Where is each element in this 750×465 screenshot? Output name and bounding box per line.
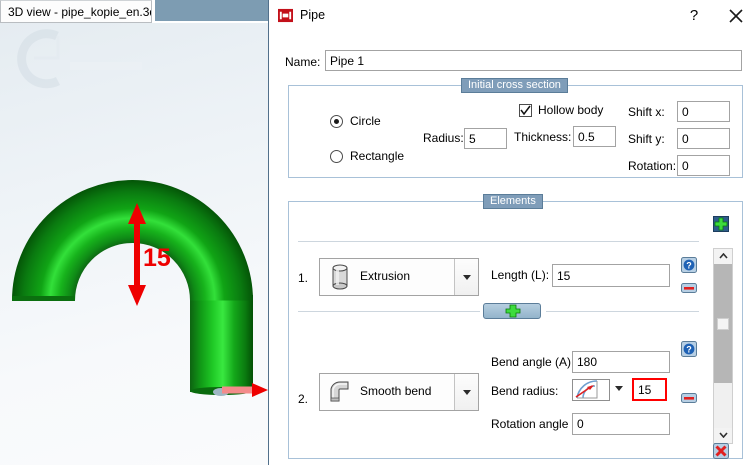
close-button[interactable] xyxy=(726,6,746,26)
name-label: Name: xyxy=(285,55,321,69)
thickness-input[interactable] xyxy=(573,126,616,147)
hollow-body-checkbox[interactable] xyxy=(519,104,532,117)
plus-square-icon xyxy=(713,216,729,232)
element-2-bend-radius-label: Bend radius: xyxy=(491,384,559,398)
insert-element-button[interactable] xyxy=(483,303,541,319)
name-input[interactable] xyxy=(325,50,742,71)
question-icon: ? xyxy=(681,341,697,357)
question-icon: ? xyxy=(681,257,697,273)
bend-radius-dropdown-arrow[interactable] xyxy=(615,386,623,391)
element-2-combo-arrow[interactable] xyxy=(454,374,478,410)
element-2-help-button[interactable]: ? xyxy=(681,341,697,357)
scroll-down-button[interactable] xyxy=(714,428,732,443)
rotation-label: Rotation: xyxy=(628,159,677,173)
element-1-length-label: Length (L): xyxy=(491,268,550,282)
elements-scrollbar[interactable] xyxy=(713,248,733,444)
svg-text:?: ? xyxy=(686,345,692,355)
radius-input[interactable] xyxy=(464,128,507,149)
element-2-bend-radius-input[interactable] xyxy=(632,378,667,401)
pipe-app-icon xyxy=(278,8,293,23)
shift-y-label: Shift y: xyxy=(628,132,665,146)
dialog-title: Pipe xyxy=(300,8,326,22)
shift-x-input[interactable] xyxy=(677,101,730,122)
watermark-logo xyxy=(17,29,170,89)
plus-icon xyxy=(505,304,521,318)
thickness-label: Thickness: xyxy=(514,130,572,144)
bend-radius-icon xyxy=(575,380,598,399)
radius-label: Radius: xyxy=(423,131,464,145)
element-1-index: 1. xyxy=(298,271,309,285)
chevron-down-icon xyxy=(463,275,471,280)
tab-3d-view[interactable]: 3D view - pipe_kopie_en.3db xyxy=(0,0,152,23)
dimension-arrow-15 xyxy=(128,203,146,306)
element-2-remove-button[interactable] xyxy=(681,390,697,406)
element-1-help-button[interactable]: ? xyxy=(681,257,697,273)
dialog-title-bar: Pipe ? xyxy=(269,0,750,32)
element-2-rotation-angle-input[interactable] xyxy=(572,413,670,435)
scrollbar-thumb[interactable] xyxy=(714,264,732,383)
close-x-icon xyxy=(713,443,729,459)
viewport-3d[interactable]: 15 xyxy=(0,23,268,465)
elbow-bend-icon xyxy=(330,381,349,402)
minus-icon xyxy=(681,283,697,293)
scroll-up-button[interactable] xyxy=(714,249,732,264)
minus-icon xyxy=(681,393,697,403)
insert-divider-left xyxy=(298,311,480,312)
insert-divider-right xyxy=(546,311,699,312)
element-2-index: 2. xyxy=(298,392,309,406)
dimension-value-label: 15 xyxy=(143,244,171,272)
element-1-type-combo[interactable]: Extrusion xyxy=(319,258,479,296)
cross-section-legend: Initial cross section xyxy=(461,78,568,93)
shift-y-input[interactable] xyxy=(677,128,730,149)
element-2-type-combo[interactable]: Smooth bend xyxy=(319,373,479,411)
element-2-rotation-angle-label: Rotation angle xyxy=(491,417,569,431)
tab-label: 3D view - pipe_kopie_en.3db xyxy=(8,4,152,19)
element-1-type-label: Extrusion xyxy=(360,269,411,283)
element-2-type-label: Smooth bend xyxy=(360,384,432,398)
element-1-remove-button[interactable] xyxy=(681,280,697,296)
element-1-length-input[interactable] xyxy=(552,264,670,287)
cylinder-icon xyxy=(332,264,348,290)
close-icon xyxy=(729,9,743,23)
pipe-model-render: 15 xyxy=(12,29,268,397)
check-icon xyxy=(520,105,531,116)
help-button[interactable]: ? xyxy=(689,7,699,24)
shape-radio-circle[interactable] xyxy=(330,115,343,128)
axis-arrow-x xyxy=(222,383,268,397)
chevron-down-icon xyxy=(463,390,471,395)
bend-radius-mode-button[interactable] xyxy=(572,379,610,401)
shape-radio-rectangle-label: Rectangle xyxy=(350,149,405,163)
rotation-input[interactable] xyxy=(677,155,730,176)
chevron-down-icon xyxy=(718,432,728,439)
shift-x-label: Shift x: xyxy=(628,105,665,119)
element-2-bend-angle-label: Bend angle (A): xyxy=(491,355,575,369)
scrollbar-grip xyxy=(717,318,729,330)
chevron-up-icon xyxy=(718,252,728,259)
add-element-button[interactable] xyxy=(713,216,729,232)
elements-legend: Elements xyxy=(483,194,543,209)
elements-divider-top xyxy=(298,241,699,242)
shape-radio-circle-label: Circle xyxy=(350,114,381,128)
tab-strip-background xyxy=(155,0,268,21)
element-1-combo-arrow[interactable] xyxy=(454,259,478,295)
shape-radio-rectangle[interactable] xyxy=(330,150,343,163)
delete-elements-button[interactable] xyxy=(713,443,729,459)
svg-text:?: ? xyxy=(686,261,692,271)
hollow-body-label: Hollow body xyxy=(538,103,604,117)
element-2-bend-angle-input[interactable] xyxy=(572,351,670,373)
pipe-dialog: Pipe ? Name: Initial cross section Circl… xyxy=(268,0,750,465)
